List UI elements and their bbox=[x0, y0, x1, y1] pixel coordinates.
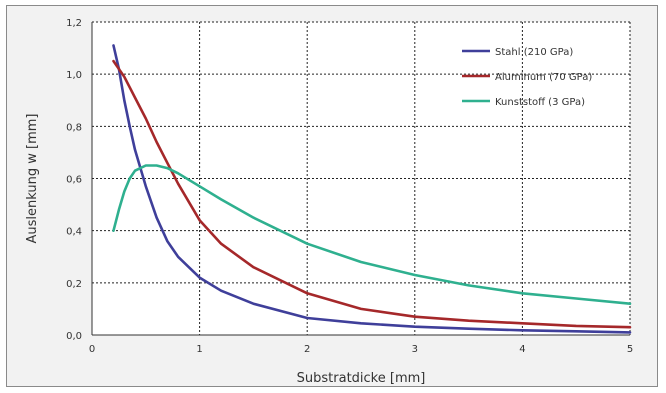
y-tick-label: 0,6 bbox=[66, 175, 82, 186]
x-tick-label: 5 bbox=[627, 344, 633, 355]
y-tick-label: 0,8 bbox=[66, 122, 82, 133]
axes bbox=[91, 22, 630, 336]
y-tick-label: 0,4 bbox=[66, 227, 82, 238]
x-tick-label: 0 bbox=[89, 344, 95, 355]
series-line-3 bbox=[112, 164, 632, 306]
legend-label-1: Stahl (210 GPa) bbox=[495, 47, 573, 58]
y-tick-label: 0,0 bbox=[66, 331, 82, 342]
x-axis-title: Substratdicke [mm] bbox=[297, 371, 426, 386]
x-tick-label: 1 bbox=[196, 344, 202, 355]
legend-label-3: Kunststoff (3 GPa) bbox=[495, 97, 585, 108]
series-line-1 bbox=[112, 44, 632, 334]
y-tick-label: 1,2 bbox=[66, 18, 82, 29]
y-tick-labels: 0,0 0,2 0,4 0,6 0,8 1,0 1,2 bbox=[66, 18, 82, 342]
grid-lines bbox=[92, 21, 631, 335]
series-lines bbox=[112, 44, 632, 334]
legend: Stahl (210 GPa) Aluminum (70 GPa) Kunststo… bbox=[462, 47, 592, 108]
y-axis-title: Auslenkung w [mm] bbox=[25, 114, 40, 244]
x-tick-label: 4 bbox=[519, 344, 525, 355]
series-line-2 bbox=[112, 59, 632, 329]
y-tick-label: 0,2 bbox=[66, 279, 82, 290]
legend-label-2: Aluminum (70 GPa) bbox=[495, 72, 592, 83]
x-tick-label: 2 bbox=[304, 344, 310, 355]
x-tick-labels: 0 1 2 3 4 5 bbox=[89, 344, 633, 355]
x-tick-label: 3 bbox=[412, 344, 418, 355]
y-tick-label: 1,0 bbox=[66, 70, 82, 81]
